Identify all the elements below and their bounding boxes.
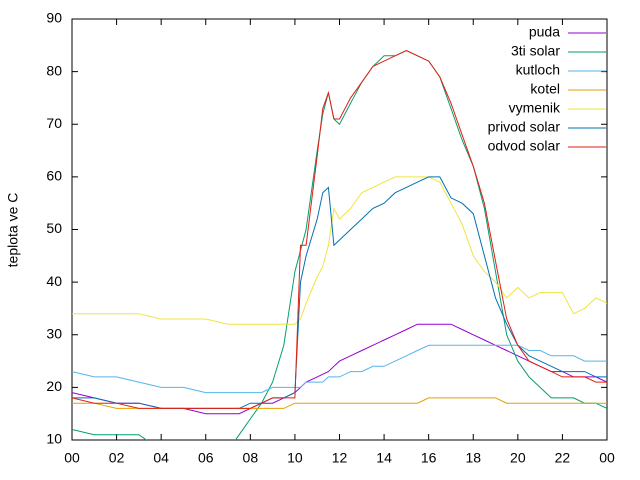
- x-tick-label: 18: [465, 450, 481, 466]
- x-tick-label: 00: [599, 450, 615, 466]
- y-tick-label: 50: [46, 220, 62, 236]
- y-axis-label: teplota ve C: [5, 193, 21, 268]
- legend-label: 3ti solar: [511, 43, 560, 59]
- x-tick-label: 20: [510, 450, 526, 466]
- x-tick-label: 10: [287, 450, 303, 466]
- y-tick-label: 20: [46, 378, 62, 394]
- legend-label: odvod solar: [488, 138, 561, 154]
- series-line: [72, 50, 607, 409]
- x-tick-label: 08: [243, 450, 259, 466]
- legend-label: kutloch: [516, 62, 560, 78]
- x-tick-label: 12: [332, 450, 348, 466]
- y-tick-label: 70: [46, 115, 62, 131]
- plot-area: [72, 50, 607, 440]
- x-tick-label: 22: [555, 450, 571, 466]
- x-tick-label: 02: [109, 450, 125, 466]
- legend-label: kotel: [530, 81, 560, 97]
- x-tick-label: 04: [153, 450, 169, 466]
- y-tick-label: 10: [46, 431, 62, 447]
- x-tick-label: 06: [198, 450, 214, 466]
- y-tick-label: 30: [46, 325, 62, 341]
- y-tick-label: 90: [46, 10, 62, 26]
- legend-label: puda: [529, 24, 560, 40]
- legend-label: vymenik: [509, 100, 561, 116]
- series-line: [72, 344, 607, 394]
- y-tick-label: 80: [46, 62, 62, 78]
- y-tick-label: 60: [46, 168, 62, 184]
- y-tick-label: 40: [46, 273, 62, 289]
- x-tick-label: 16: [421, 450, 437, 466]
- x-tick-label: 00: [64, 450, 80, 466]
- series-line: [72, 323, 607, 415]
- series-line: [72, 176, 607, 325]
- legend-label: privod solar: [488, 119, 561, 135]
- x-tick-label: 14: [376, 450, 392, 466]
